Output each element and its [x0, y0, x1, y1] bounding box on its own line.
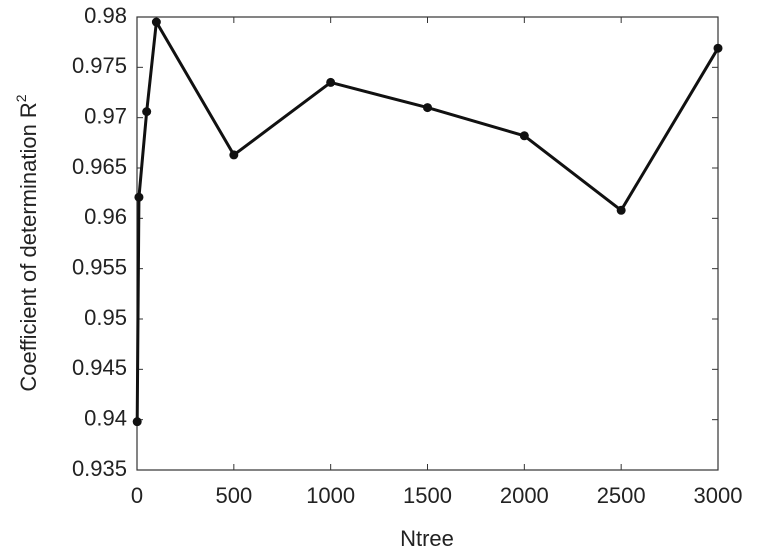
marker [423, 103, 432, 113]
y-tick-label: 0.955 [72, 254, 127, 279]
marker [229, 150, 239, 160]
y-tick-label: 0.965 [72, 154, 127, 179]
y-label-sup: 2 [13, 94, 29, 102]
y-tick-label: 0.98 [84, 3, 127, 28]
x-tick-label: 500 [215, 483, 252, 508]
y-tick-label: 0.935 [72, 456, 127, 481]
marker [132, 417, 142, 427]
y-label-text: Coefficient of determination R [16, 102, 41, 391]
plot-frame [136, 16, 719, 471]
x-tick-label: 1000 [306, 483, 355, 508]
y-tick-label: 0.95 [84, 305, 127, 330]
y-tick-label: 0.945 [72, 355, 127, 380]
marker [326, 77, 336, 87]
x-axis-label: Ntree [400, 526, 454, 551]
x-tick-label: 1500 [403, 483, 452, 508]
y-tick-label: 0.94 [84, 405, 127, 430]
x-tick-label: 2500 [597, 483, 646, 508]
x-tick-label: 3000 [694, 483, 743, 508]
marker [616, 205, 626, 215]
x-tick-label: 0 [131, 483, 143, 508]
y-tick-label: 0.975 [72, 53, 127, 78]
y-tick-label: 0.96 [84, 204, 127, 229]
marker [713, 43, 723, 53]
marker [142, 107, 152, 117]
marker [134, 192, 144, 202]
y-tick-label: 0.97 [84, 103, 127, 128]
x-tick-label: 2000 [500, 483, 549, 508]
marker [519, 131, 529, 141]
line [135, 20, 720, 422]
marker [151, 17, 161, 27]
y-axis-label: Coefficient of determination R2 [13, 94, 41, 391]
